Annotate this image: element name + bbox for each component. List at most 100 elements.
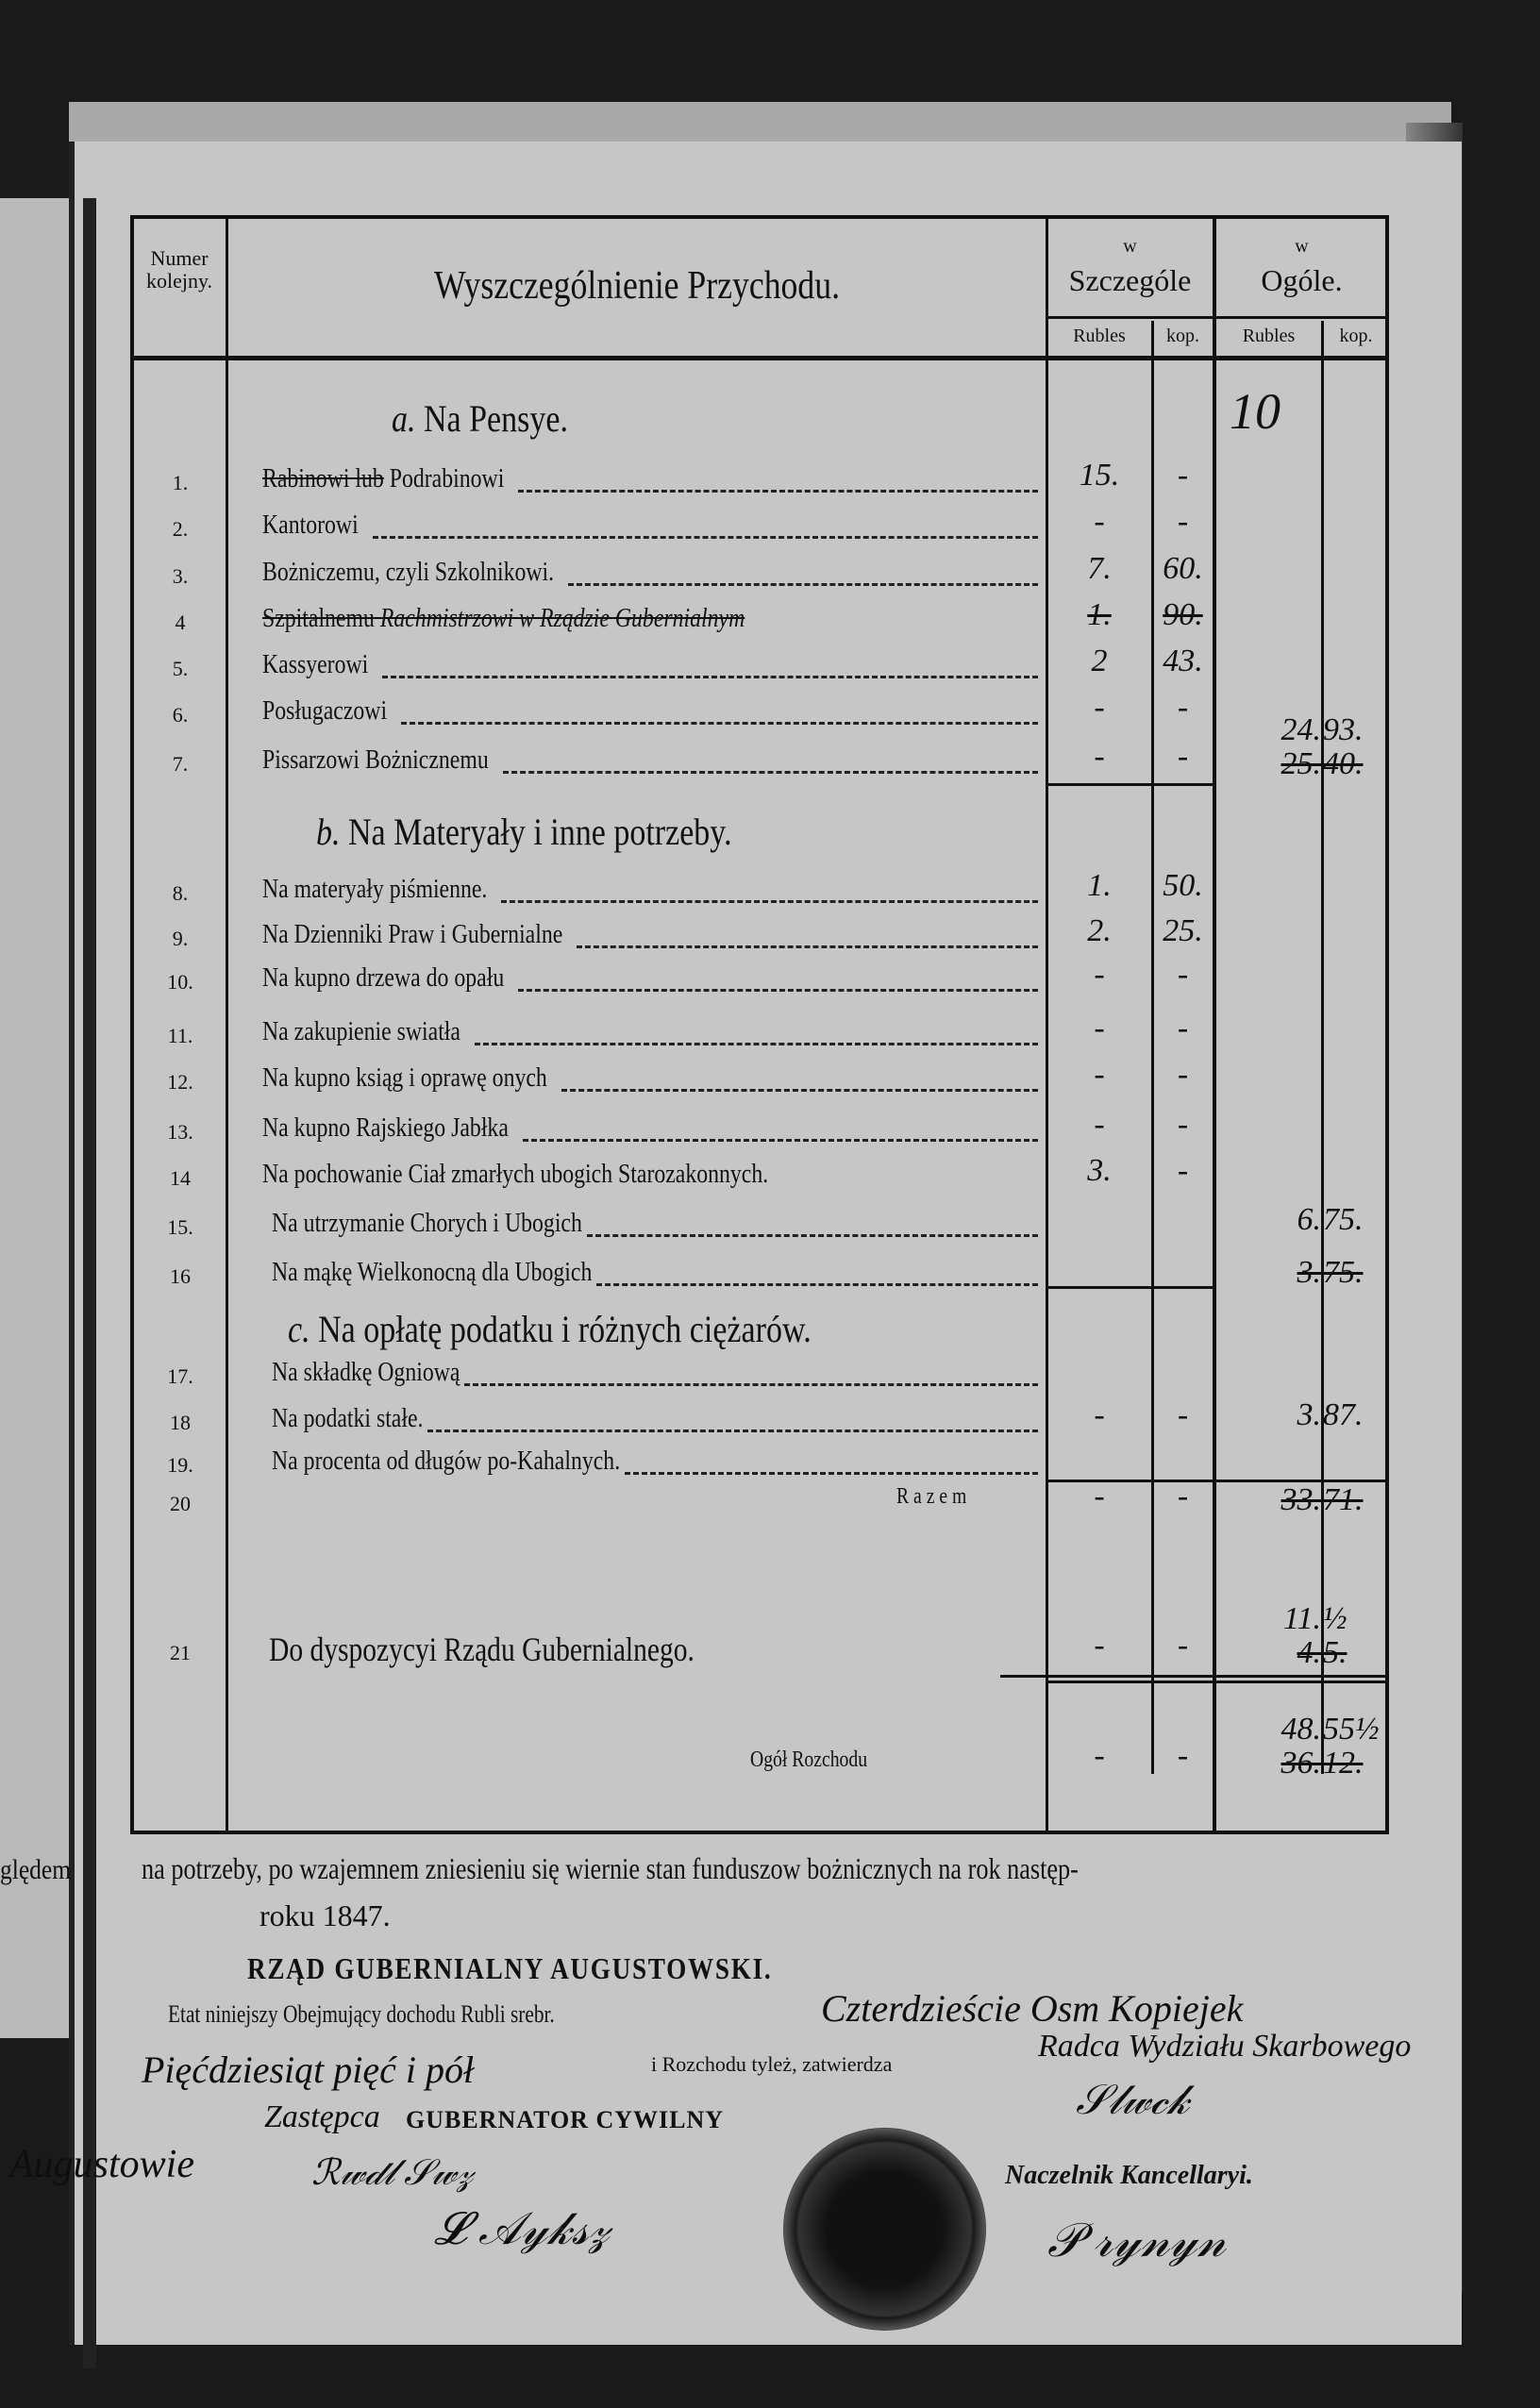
leader-dashes bbox=[518, 989, 1038, 992]
header-total-prefix: w bbox=[1295, 236, 1309, 257]
row-number: 12. bbox=[167, 1070, 193, 1094]
detail-kopecks: 90. bbox=[1163, 597, 1203, 632]
row-number: 19. bbox=[167, 1453, 193, 1477]
section-title: Na opłatę podatku i różnych ciężarów. bbox=[318, 1308, 812, 1350]
section-title: Na Pensye. bbox=[424, 397, 568, 440]
row-number: 11. bbox=[167, 1024, 193, 1047]
detail-kopecks: - bbox=[1177, 1738, 1189, 1773]
handwritten-left-place: Augustowie bbox=[9, 2143, 194, 2186]
total-rubles: 6. bbox=[1297, 1202, 1322, 1237]
handwritten-amount-2: Pięćdziesiąt pięć i pół bbox=[142, 2048, 475, 2091]
leader-dashes bbox=[625, 1472, 1038, 1475]
leader-dashes bbox=[518, 490, 1038, 493]
leader-dashes bbox=[427, 1430, 1038, 1432]
total-rubles-struck: 3. bbox=[1297, 1255, 1322, 1290]
detail-rubles: 15. bbox=[1079, 458, 1120, 493]
total-kopecks-struck: 5. bbox=[1323, 1635, 1348, 1670]
row-label: Kassyerowi bbox=[262, 649, 369, 679]
column-divider bbox=[1151, 321, 1154, 1774]
label-text: Podrabinowi bbox=[383, 463, 505, 493]
detail-kopecks: 50. bbox=[1163, 868, 1203, 903]
row-label: Kantorowi bbox=[262, 510, 359, 540]
section-letter: c. bbox=[288, 1308, 310, 1350]
row-label: Rabinowi lub Podrabinowi bbox=[262, 463, 504, 494]
row-number: 10. bbox=[167, 970, 193, 994]
struck-text: Rabinowi lub bbox=[262, 463, 384, 493]
subtotal-line bbox=[1047, 1480, 1389, 1482]
detail-kopecks: - bbox=[1177, 1628, 1189, 1663]
row-label: Na procenta od długów po-Kahalnych. bbox=[272, 1446, 621, 1476]
footer-line-2: roku 1847. bbox=[259, 1898, 391, 1932]
total-rubles-struck: 25. bbox=[1281, 746, 1322, 781]
detail-rubles: - bbox=[1094, 1738, 1105, 1773]
sub-kop: kop. bbox=[1339, 326, 1373, 346]
row-number: 7. bbox=[172, 752, 189, 776]
total-kopecks: 93. bbox=[1323, 712, 1364, 747]
total-rubles-struck: 36. bbox=[1281, 1746, 1322, 1781]
detail-kopecks: - bbox=[1177, 957, 1189, 992]
approval-text-1: Etat niniejszy Obejmujący dochodu Rubli … bbox=[168, 2000, 555, 2028]
detail-rubles: 2. bbox=[1087, 913, 1112, 948]
detail-rubles: - bbox=[1094, 1628, 1105, 1663]
row-number: 14 bbox=[170, 1166, 191, 1190]
leader-dashes bbox=[474, 1043, 1038, 1045]
total-rubles: 24. bbox=[1281, 712, 1322, 747]
header-detail-prefix: w bbox=[1123, 236, 1137, 257]
row-number: 21 bbox=[170, 1641, 191, 1664]
row-label: Bożniczemu, czyli Szkolnikowi. bbox=[262, 557, 555, 587]
row-number: 8. bbox=[172, 881, 189, 905]
total-rubles: 3. bbox=[1297, 1397, 1322, 1432]
struck-text: Szpitalnemu bbox=[262, 603, 375, 633]
row-number: 6. bbox=[172, 703, 189, 727]
section-title: Na Materyały i inne potrzeby. bbox=[348, 811, 732, 853]
header-description: Wyszczególnienie Przychodu. bbox=[433, 264, 841, 308]
row-number: 18 bbox=[170, 1411, 191, 1434]
row-label: Razem bbox=[896, 1484, 972, 1509]
row-label: Na składkę Ogniową bbox=[272, 1357, 460, 1387]
leader-dashes bbox=[577, 945, 1038, 948]
handwritten-total-note: 10 bbox=[1230, 383, 1281, 440]
column-divider bbox=[1213, 215, 1216, 1834]
total-kopecks-struck: 12. bbox=[1323, 1746, 1364, 1781]
row-label: Na kupno drzewa do opału bbox=[262, 962, 505, 993]
signature-scribble: ℛ𝓌𝒹𝓁 𝒮𝓌𝓏 bbox=[311, 2153, 474, 2193]
row-number: 13. bbox=[167, 1120, 193, 1144]
row-label: Na kupno Rajskiego Jabłka bbox=[262, 1112, 509, 1143]
handwritten-struck-text: Rachmistrzowi w Rządzie Gubernialnym bbox=[374, 603, 745, 633]
subtotal-line bbox=[1047, 1286, 1213, 1289]
row-label: Szpitalnemu Rachmistrzowi w Rządzie Gube… bbox=[262, 603, 745, 634]
handwritten-amount-1: Czterdzieście Osm Kopiejek bbox=[821, 1987, 1244, 2030]
row-number: 4 bbox=[175, 610, 186, 634]
total-kopecks: ½ bbox=[1323, 1601, 1348, 1636]
column-divider bbox=[1321, 321, 1324, 1774]
detail-kopecks: 60. bbox=[1163, 551, 1203, 586]
leader-dashes bbox=[401, 722, 1038, 725]
row-number: 1. bbox=[172, 471, 189, 494]
detail-kopecks: 25. bbox=[1163, 913, 1203, 948]
document-page bbox=[69, 142, 1462, 2345]
header-line bbox=[130, 356, 1389, 360]
leader-dashes bbox=[522, 1139, 1038, 1142]
signature-governor: 𝓛 𝒜𝓎𝓀𝓈𝓏 bbox=[434, 2204, 610, 2254]
row-number: 16 bbox=[170, 1264, 191, 1288]
column-divider bbox=[226, 215, 228, 1834]
total-kopecks: 55½ bbox=[1323, 1712, 1380, 1747]
row-label: Na Dzienniki Praw i Gubernialne bbox=[262, 919, 563, 949]
ledger-table bbox=[130, 215, 1389, 1834]
subtotal-line bbox=[1047, 1681, 1389, 1683]
row-number: 5. bbox=[172, 657, 189, 680]
column-divider bbox=[1046, 215, 1048, 1834]
detail-rubles: - bbox=[1094, 1057, 1105, 1092]
detail-kopecks: - bbox=[1177, 1397, 1189, 1432]
row-number: 17. bbox=[167, 1364, 193, 1388]
row-label: Na utrzymanie Chorych i Ubogich bbox=[272, 1208, 582, 1238]
detail-rubles: - bbox=[1094, 957, 1105, 992]
detail-rubles: 2 bbox=[1091, 644, 1108, 678]
row-number: 9. bbox=[172, 927, 189, 950]
row-number: 20 bbox=[170, 1492, 191, 1515]
total-rubles: 11. bbox=[1283, 1601, 1321, 1636]
total-kopecks-struck: 40. bbox=[1323, 746, 1364, 781]
row-number: 2. bbox=[172, 517, 189, 541]
detail-kopecks: - bbox=[1177, 1057, 1189, 1092]
section-a: a. Na Pensye. bbox=[392, 396, 568, 441]
